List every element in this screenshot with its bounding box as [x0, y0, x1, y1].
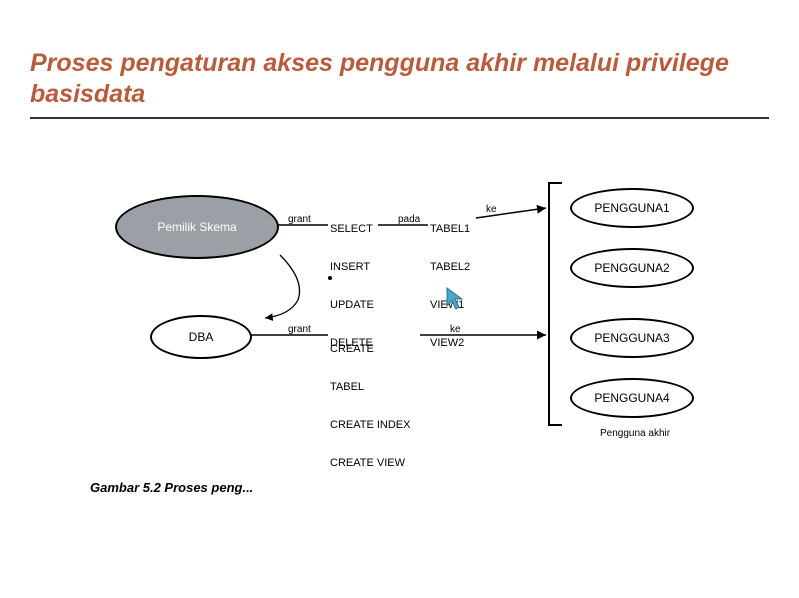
list-item: CREATE VIEW	[330, 457, 410, 470]
figure-caption: Gambar 5.2 Proses peng...	[90, 480, 253, 495]
node-label: DBA	[189, 330, 214, 344]
node-pengguna4: PENGGUNA4	[570, 378, 694, 418]
node-pengguna2: PENGGUNA2	[570, 248, 694, 288]
list-item: UPDATE	[330, 299, 374, 312]
list-item: SELECT	[330, 223, 374, 236]
edge-label-grant1: grant	[288, 214, 311, 225]
edge-label-ke2: ke	[450, 324, 461, 335]
edge-label-grant2: grant	[288, 324, 311, 335]
list-item: TABEL1	[430, 223, 470, 236]
list-item: CREATE INDEX	[330, 419, 410, 432]
node-pemilik-skema: Pemilik Skema	[115, 195, 279, 259]
node-dba: DBA	[150, 315, 252, 359]
list-item: VIEW2	[430, 337, 470, 350]
node-label: PENGGUNA1	[594, 201, 669, 215]
list-item: INSERT	[330, 261, 374, 274]
title-container: Proses pengaturan akses pengguna akhir m…	[30, 48, 769, 119]
edge-label-ke1: ke	[486, 204, 497, 215]
node-pengguna3: PENGGUNA3	[570, 318, 694, 358]
diagram: Pemilik Skema DBA SELECT INSERT UPDATE D…	[0, 160, 799, 540]
cursor-icon	[445, 286, 467, 312]
list-item: TABEL2	[430, 261, 470, 274]
edge-label-pada: pada	[398, 214, 420, 225]
page-title: Proses pengaturan akses pengguna akhir m…	[30, 48, 769, 111]
list-item: TABEL	[330, 381, 410, 394]
list-item: CREATE	[330, 343, 410, 356]
node-label: Pemilik Skema	[157, 220, 236, 234]
bracket-label: Pengguna akhir	[600, 428, 670, 439]
node-label: PENGGUNA4	[594, 391, 669, 405]
bracket	[548, 182, 562, 426]
node-label: PENGGUNA3	[594, 331, 669, 345]
ddl-list: CREATE TABEL CREATE INDEX CREATE VIEW	[330, 318, 410, 495]
node-label: PENGGUNA2	[594, 261, 669, 275]
node-pengguna1: PENGGUNA1	[570, 188, 694, 228]
